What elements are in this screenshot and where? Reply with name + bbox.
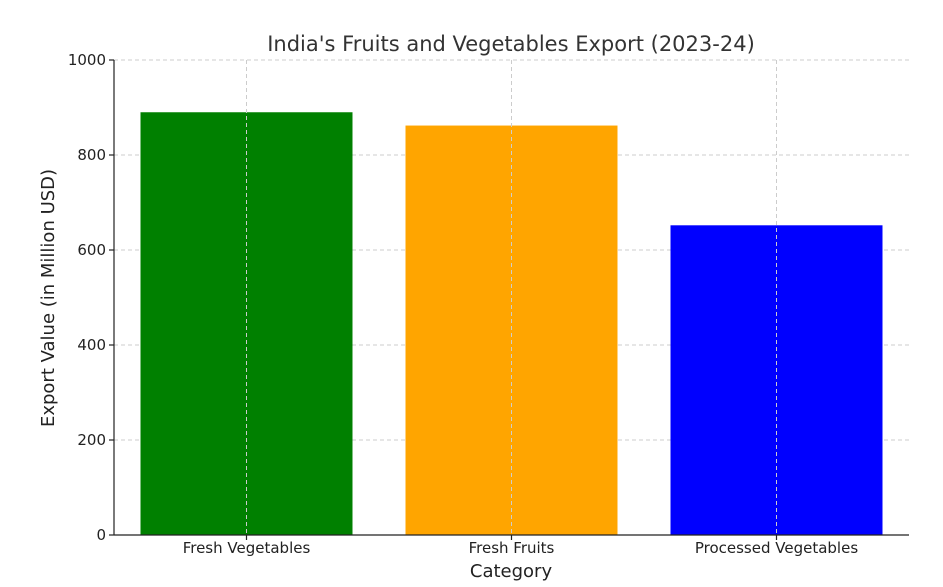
x-axis-label: Category bbox=[470, 561, 553, 582]
x-tick-label: Fresh Fruits bbox=[469, 539, 555, 557]
y-tick-label: 200 bbox=[77, 431, 106, 449]
y-tick-label: 800 bbox=[77, 146, 106, 164]
y-tick-label: 0 bbox=[96, 526, 106, 544]
ticks-layer: 0 200 400 600 800 1000 Fresh Vegetables Fresh F… bbox=[68, 51, 859, 557]
y-tick-label: 400 bbox=[77, 336, 106, 354]
y-axis-label: Export Value (in Million USD) bbox=[38, 169, 59, 427]
vertical-grid-layer bbox=[246, 60, 777, 535]
y-tick-label: 1000 bbox=[68, 51, 106, 69]
y-tick-label: 600 bbox=[77, 241, 106, 259]
x-tick-label: Fresh Vegetables bbox=[183, 539, 311, 557]
x-tick-label: Processed Vegetables bbox=[695, 539, 858, 557]
chart-title: India's Fruits and Vegetables Export (20… bbox=[267, 32, 755, 56]
